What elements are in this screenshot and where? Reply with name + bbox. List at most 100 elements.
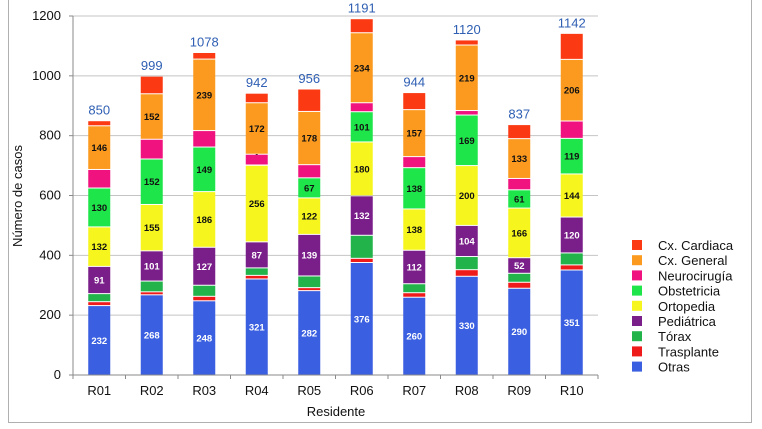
- bar-segment-label: 166: [511, 228, 527, 239]
- bar-segment: [455, 115, 478, 166]
- bar-segment: [140, 139, 163, 159]
- bar-segment-label: 152: [144, 177, 160, 188]
- bar-stack-r03: 248 127 186 149 239: [193, 52, 216, 375]
- bar-segment-label: 146: [91, 143, 107, 154]
- bar-segment-label: 119: [564, 152, 579, 163]
- bar-segment: [298, 165, 321, 178]
- bar-segment: [193, 285, 216, 296]
- x-tick-label: R10: [560, 383, 584, 398]
- bar-segment: [455, 270, 478, 276]
- bar-segment-label: 234: [354, 63, 371, 74]
- legend-swatch: [632, 255, 642, 266]
- bar-segment-label: 120: [564, 230, 580, 241]
- bar-segment: [298, 276, 321, 288]
- y-tick-label: 600: [39, 188, 61, 203]
- bar-segment-label: 376: [354, 314, 370, 325]
- bar-segment: [350, 103, 373, 112]
- x-tick-label: R03: [192, 383, 216, 398]
- legend-item: Otras: [632, 360, 690, 375]
- legend-label: Tórax: [658, 329, 692, 344]
- bar-segment: [508, 190, 531, 208]
- bar-segment: [245, 279, 268, 375]
- legend-label: Pediátrica: [658, 314, 717, 329]
- legend-label: Trasplante: [658, 344, 719, 359]
- bar-segment-label: 61: [514, 194, 525, 205]
- bar-segment-label: 144: [564, 191, 581, 202]
- x-tick-labels: R01 R02 R03 R04 R05 R06 R07 R08 R09 R10: [87, 383, 583, 398]
- bar-segment-label: 178: [301, 134, 317, 145]
- legend-item: Cx. General: [632, 253, 727, 268]
- bar-segment: [140, 281, 163, 292]
- bar-segment-label: 104: [459, 236, 476, 247]
- bar-segment: [508, 139, 531, 178]
- bar-segment-label: 206: [564, 86, 580, 97]
- bar-segment-label: 138: [406, 225, 422, 236]
- bar-segment-label: 132: [354, 211, 370, 222]
- bar-segment-label: 130: [91, 203, 107, 214]
- legend-item: Cx. Cardiaca: [632, 238, 734, 253]
- bar-segment: [508, 208, 531, 258]
- bar-segment: [560, 270, 583, 375]
- bar-segment-label: 133: [511, 154, 527, 165]
- bar-total-label: 944: [403, 75, 425, 90]
- x-tick-label: R04: [245, 383, 269, 398]
- bar-segment: [455, 225, 478, 257]
- bar-segment: [403, 157, 426, 168]
- legend-label: Otras: [658, 360, 690, 375]
- bar-segment-label: 248: [196, 333, 212, 344]
- bar-segment: [140, 76, 163, 94]
- bar-segment: [88, 126, 111, 169]
- bar-segment: [350, 33, 373, 103]
- bar-segment: [350, 196, 373, 235]
- x-axis-title: Residente: [307, 404, 366, 419]
- bar-segment: [193, 192, 216, 247]
- bar-segment: [403, 168, 426, 209]
- legend-item: Tórax: [632, 329, 692, 344]
- bar-total-label: 1142: [558, 15, 586, 30]
- y-tick-labels: 0 200 400 600 800 1000 1200: [32, 8, 61, 382]
- bar-segment-label: 351: [564, 318, 581, 329]
- x-tick-label: R01: [87, 383, 111, 398]
- x-tick-label: R05: [297, 383, 321, 398]
- bar-segment: [508, 282, 531, 288]
- legend-label: Obstetricia: [658, 284, 721, 299]
- bar-segment: [193, 247, 216, 285]
- bar-total-label: 956: [298, 71, 320, 86]
- bar-segment-label: 127: [196, 262, 212, 273]
- legend-swatch: [632, 316, 642, 326]
- bar-segment-label: 260: [406, 332, 422, 343]
- legend-item: Obstetricia: [632, 284, 721, 299]
- x-tick-label: R07: [402, 383, 426, 398]
- bar-segment: [298, 198, 321, 234]
- bar-stack-r04: 321872561172: [245, 93, 268, 375]
- bar-segment: [193, 296, 216, 301]
- bar-segment: [403, 297, 426, 375]
- bar-segment: [298, 291, 321, 375]
- bar-segment-label: 157: [406, 129, 422, 140]
- bar-segment: [245, 154, 268, 165]
- bar-segment: [298, 288, 321, 291]
- bar-segment: [245, 93, 268, 103]
- total-labels: 850 999 1078 942 956 1191 944 1120 837 1142: [88, 1, 585, 122]
- bar-segment: [298, 89, 321, 111]
- bar-segment: [455, 40, 478, 45]
- bar-stack-r01: 232 91 132 130 146: [88, 121, 111, 375]
- x-tick-label: R02: [140, 383, 164, 398]
- bar-stack-r08: 330 104 200 169 219: [455, 40, 478, 375]
- bar-segment: [403, 293, 426, 297]
- bar-total-label: 1120: [453, 22, 481, 37]
- bar-segment-label: 330: [459, 321, 475, 332]
- bar-segment: [403, 284, 426, 293]
- bar-segment: [140, 94, 163, 139]
- bar-segment: [508, 258, 531, 273]
- bar-segment: [193, 301, 216, 375]
- bar-segment-label: 282: [301, 328, 317, 339]
- legend-item: Pediátrica: [632, 314, 717, 329]
- bar-segment: [560, 121, 583, 138]
- bar-segment-label: 239: [196, 90, 212, 101]
- bar-total-label: 850: [88, 103, 110, 118]
- bar-segment: [350, 112, 373, 142]
- bar-segment-label: 67: [304, 183, 315, 194]
